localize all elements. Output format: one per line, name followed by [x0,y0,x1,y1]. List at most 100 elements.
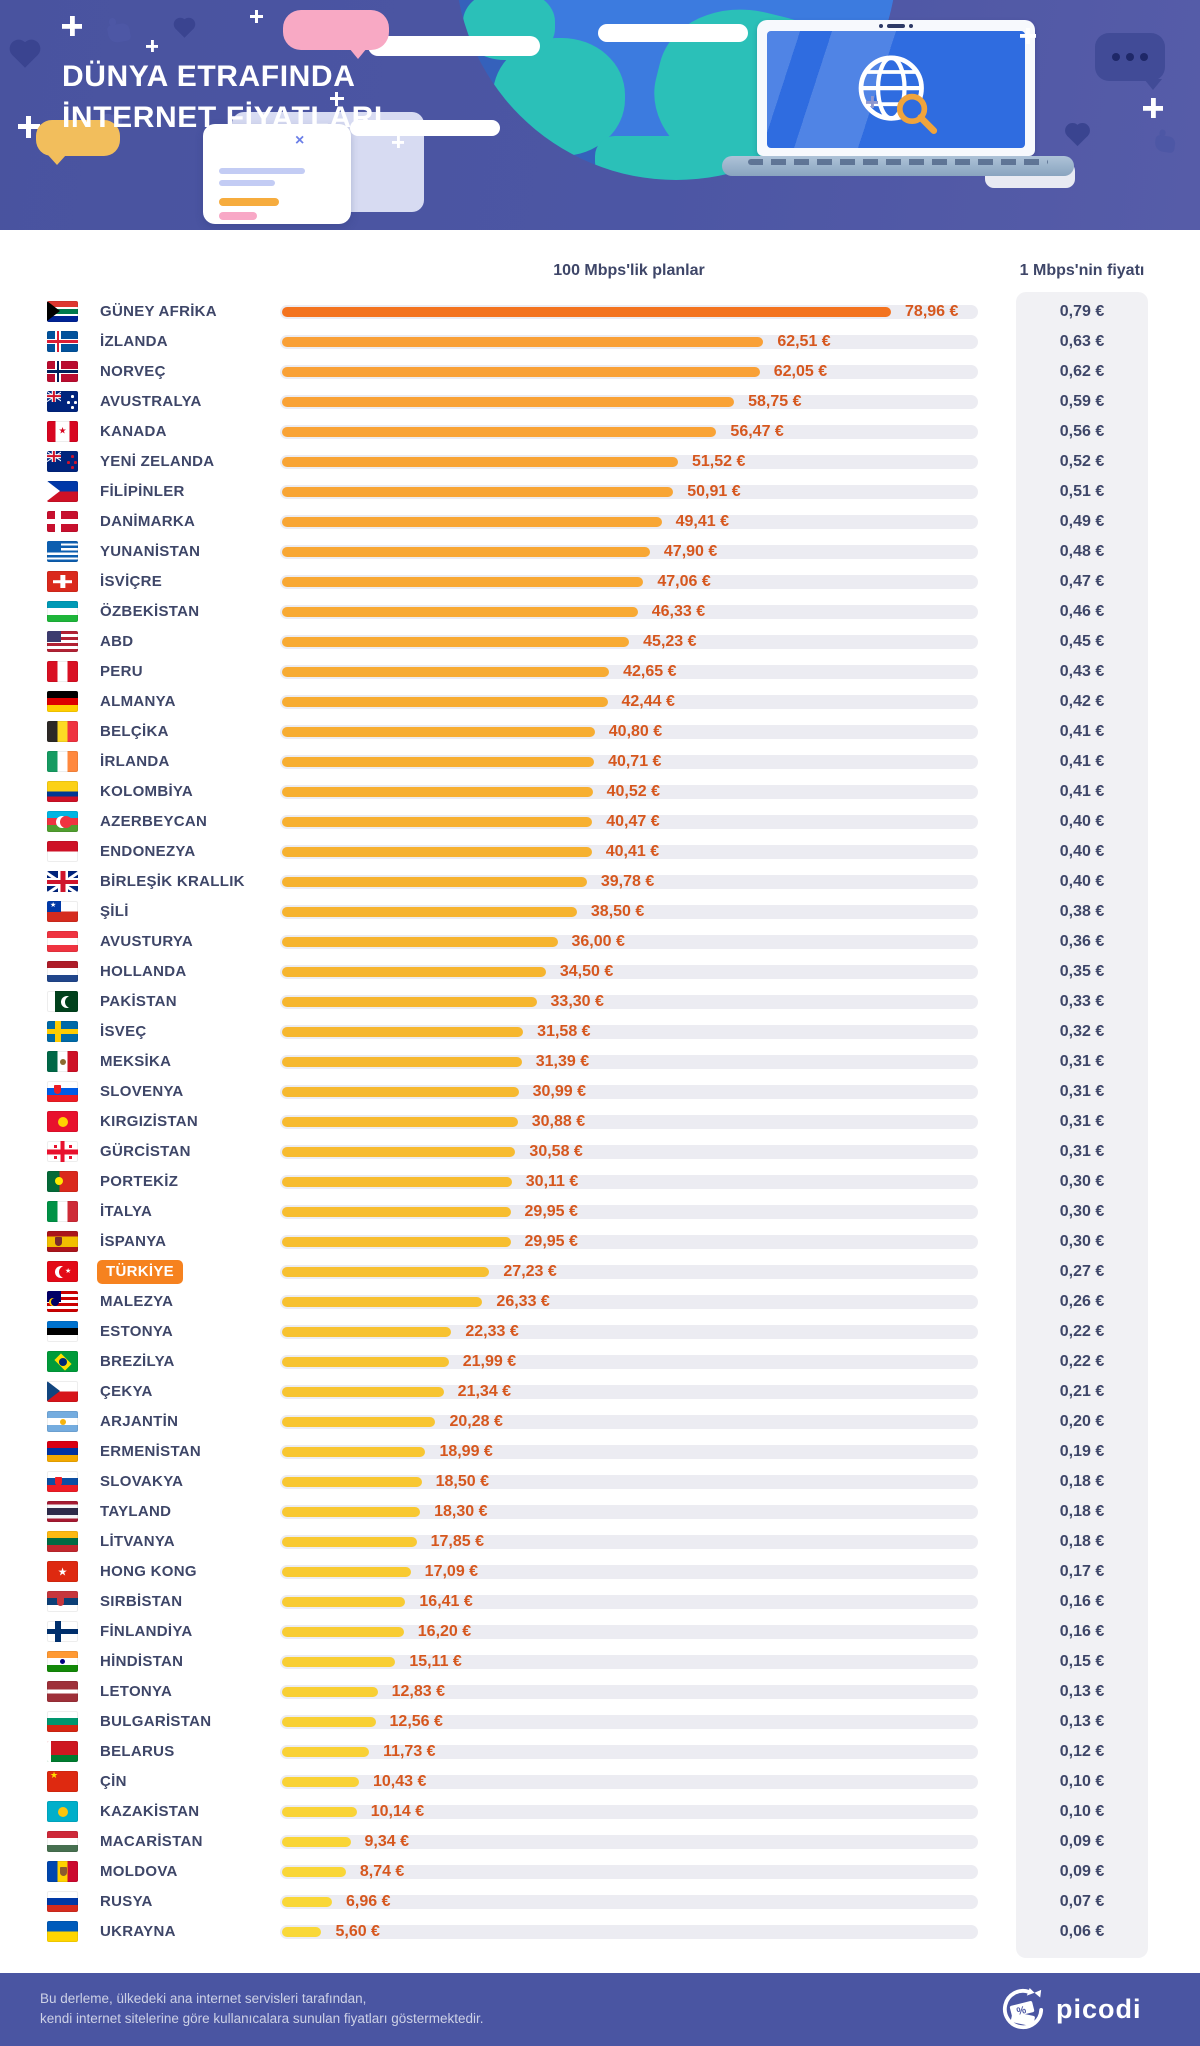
country-flag-icon [47,1141,78,1162]
bar-track [280,695,978,709]
chart-row: ENDONEZYA 40,41 € 0,40 € [0,837,1200,867]
plan-price-bar [282,1627,404,1637]
bar-track [280,1055,978,1069]
country-label: GÜNEY AFRİKA [100,303,217,320]
country-label: RUSYA [100,1893,153,1910]
plan-price-value: 29,95 € [524,1203,578,1220]
plan-price-bar [282,1237,511,1247]
plan-price-value: 27,23 € [503,1263,557,1280]
plan-price-bar [282,457,678,467]
country-flag-icon [47,1201,78,1222]
unit-price-value: 0,33 € [1059,993,1105,1010]
country-label: HOLLANDA [100,963,187,980]
country-flag-icon [47,601,78,622]
bar-track [280,365,978,379]
unit-price-value: 0,45 € [1059,633,1105,650]
country-flag-icon [47,511,78,532]
chart-row: İSPANYA 29,95 € 0,30 € [0,1227,1200,1257]
country-flag-icon [47,1891,78,1912]
chart-row: ABD 45,23 € 0,45 € [0,627,1200,657]
footer-note-line1: Bu derleme, ülkedeki ana internet servis… [40,1991,367,2006]
country-label: İZLANDA [100,333,168,350]
plus-icon [62,16,82,36]
plan-price-value: 42,44 € [621,693,675,710]
bar-track [280,1595,978,1609]
plan-price-bar [282,487,674,497]
chart-row: ERMENİSTAN 18,99 € 0,19 € [0,1437,1200,1467]
plan-price-value: 47,90 € [663,543,718,560]
country-flag-icon [47,301,78,322]
chart-row: LETONYA 12,83 € 0,13 € [0,1677,1200,1707]
plan-price-bar [282,1117,518,1127]
bar-track [280,965,978,979]
bar-track [280,1865,978,1879]
plan-price-value: 39,78 € [600,873,655,890]
chart-row: BREZİLYA 21,99 € 0,22 € [0,1347,1200,1377]
country-label: TAYLAND [100,1503,172,1520]
country-label: AVUSTURYA [100,933,193,950]
country-label: DANİMARKA [100,513,196,530]
plan-price-bar [282,1207,511,1217]
unit-price-value: 0,18 € [1059,1533,1105,1550]
unit-price-value: 0,27 € [1059,1263,1105,1280]
plan-price-value: 17,85 € [430,1533,484,1550]
unit-price-value: 0,38 € [1059,903,1105,920]
unit-price-value: 0,52 € [1059,453,1105,470]
chart-row: ÖZBEKİSTAN 46,33 € 0,46 € [0,597,1200,627]
bar-track [280,1535,978,1549]
chart-row: TAYLAND 18,30 € 0,18 € [0,1497,1200,1527]
plan-price-bar [282,937,558,947]
country-flag-icon [47,1501,78,1522]
country-flag-icon: ★ [47,1261,78,1282]
plan-price-value: 33,30 € [550,993,604,1010]
unit-price-value: 0,07 € [1059,1893,1105,1910]
plan-price-value: 30,88 € [531,1113,586,1130]
country-label-highlighted: TÜRKİYE [97,1260,183,1284]
country-label: PERU [100,663,143,680]
plan-price-bar [282,1897,333,1907]
plan-price-bar [282,1447,426,1457]
bar-track [280,545,978,559]
laptop-illustration [757,20,1035,156]
country-flag-icon [47,1081,78,1102]
chat-ellipsis-icon [1095,33,1165,90]
laptop-screen [767,31,1025,148]
country-label: İSVEÇ [100,1023,147,1040]
country-flag-icon: ★ [47,421,78,442]
plan-price-value: 26,33 € [496,1293,550,1310]
plan-price-bar [282,1357,449,1367]
country-flag-icon [47,931,78,952]
bar-track [280,815,978,829]
chart-row: İSVEÇ 31,58 € 0,32 € [0,1017,1200,1047]
country-label: MEKSİKA [100,1053,172,1070]
chart-row: KOLOMBİYA 40,52 € 0,41 € [0,777,1200,807]
plan-price-value: 30,58 € [529,1143,583,1160]
bar-track [280,1145,978,1159]
bar-track [280,1625,978,1639]
thumbs-up-icon [1153,134,1177,154]
bar-track [280,335,978,349]
country-label: BİRLEŞİK KRALLIK [100,873,245,890]
country-label: İSVİÇRE [100,573,163,590]
laptop-camera-icon [874,24,918,28]
country-flag-icon [47,1231,78,1252]
unit-price-value: 0,30 € [1059,1203,1105,1220]
plus-icon [250,10,263,23]
unit-price-value: 0,79 € [1059,303,1105,320]
country-flag-icon [47,1801,78,1822]
plus-icon [866,96,878,108]
unit-price-value: 0,10 € [1059,1803,1105,1820]
country-flag-icon [47,1831,78,1852]
plan-price-value: 62,51 € [777,333,831,350]
country-flag-icon [47,1321,78,1342]
bar-track [280,1445,978,1459]
chart-row: DANİMARKA 49,41 € 0,49 € [0,507,1200,537]
plan-price-bar [282,1747,370,1757]
unit-price-value: 0,13 € [1059,1713,1105,1730]
plan-price-bar [282,607,638,617]
unit-price-value: 0,40 € [1059,843,1105,860]
country-label: İSPANYA [100,1233,167,1250]
country-flag-icon [47,631,78,652]
country-flag-icon [47,1021,78,1042]
chart-row: AZERBEYCAN 40,47 € 0,40 € [0,807,1200,837]
